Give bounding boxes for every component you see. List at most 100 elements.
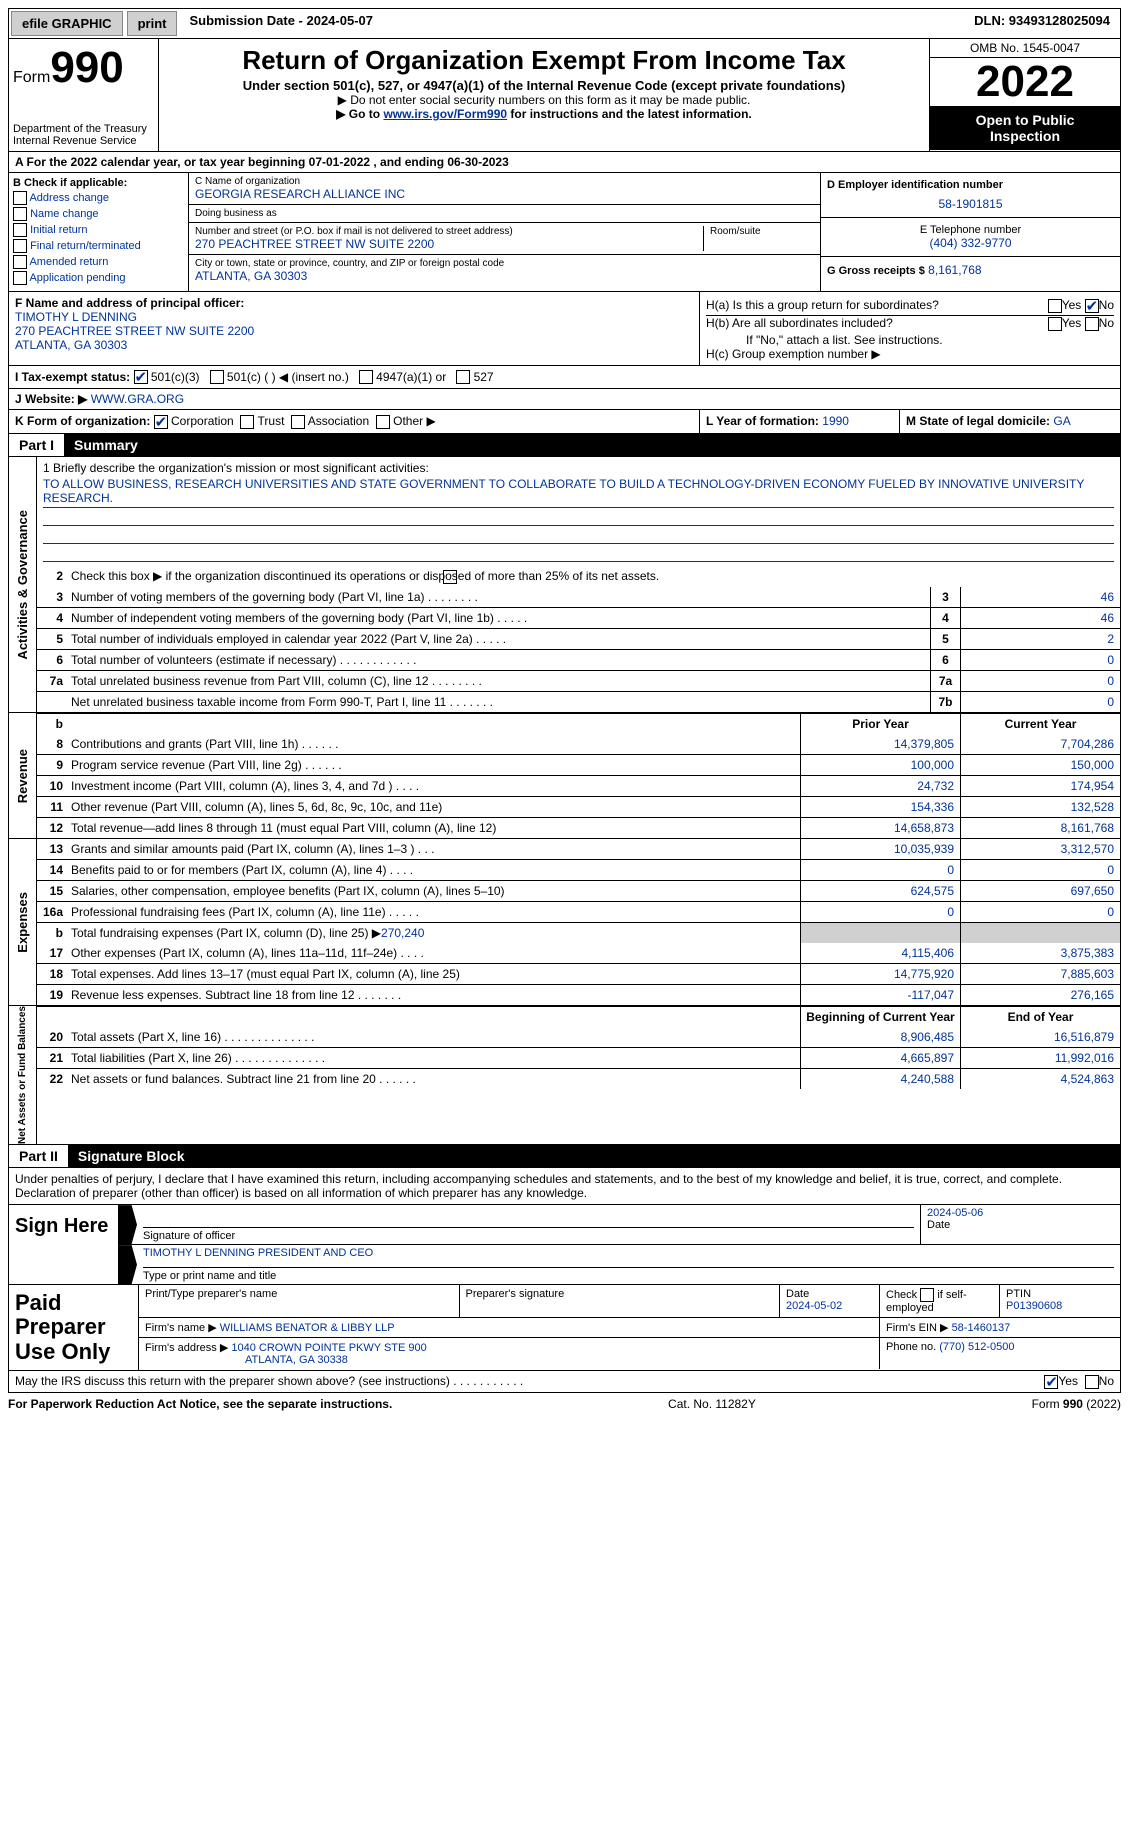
k-assoc: Association <box>308 414 369 428</box>
summary-line: 4Number of independent voting members of… <box>37 607 1120 628</box>
side-label-ag: Activities & Governance <box>9 457 37 712</box>
city-value: ATLANTA, GA 30303 <box>195 269 814 283</box>
officer-addr2: ATLANTA, GA 30303 <box>15 338 693 352</box>
firm-ein-label: Firm's EIN ▶ <box>886 1322 949 1334</box>
dba-label: Doing business as <box>195 208 814 219</box>
summary-line: 17Other expenses (Part IX, column (A), l… <box>37 943 1120 963</box>
form-header: Form990 Department of the Treasury Inter… <box>8 39 1121 152</box>
row-f-h: F Name and address of principal officer:… <box>8 292 1121 366</box>
may-yes: Yes <box>1058 1374 1078 1388</box>
row-i: I Tax-exempt status: 501(c)(3) 501(c) ( … <box>8 366 1121 390</box>
summary-line: 18Total expenses. Add lines 13–17 (must … <box>37 963 1120 984</box>
part-2-title: Signature Block <box>68 1145 195 1167</box>
summary-line: Net unrelated business taxable income fr… <box>37 691 1120 712</box>
summary-line: 19Revenue less expenses. Subtract line 1… <box>37 984 1120 1005</box>
k-label: K Form of organization: <box>15 414 150 428</box>
summary-line: 3Number of voting members of the governi… <box>37 587 1120 607</box>
paid-preparer-block: Paid Preparer Use Only Print/Type prepar… <box>8 1285 1121 1371</box>
print-button[interactable]: print <box>127 11 178 36</box>
j-label: J Website: ▶ <box>15 392 87 406</box>
irs-link[interactable]: www.irs.gov/Form990 <box>383 107 507 121</box>
top-bar: efile GRAPHIC print Submission Date - 20… <box>8 8 1121 39</box>
part-1-title: Summary <box>64 434 148 456</box>
footer-form-pre: Form <box>1032 1397 1063 1411</box>
opt-address-change: Address change <box>13 191 184 205</box>
begin-year-header: Beginning of Current Year <box>800 1007 960 1027</box>
i-4947: 4947(a)(1) or <box>376 370 446 384</box>
sig-date-label: Date <box>927 1219 1114 1231</box>
summary-line: 16aProfessional fundraising fees (Part I… <box>37 901 1120 922</box>
row-a-tax-year: A For the 2022 calendar year, or tax yea… <box>8 152 1121 173</box>
footer-form-post: (2022) <box>1083 1397 1121 1411</box>
summary-line: 15Salaries, other compensation, employee… <box>37 880 1120 901</box>
current-year-header: Current Year <box>960 714 1120 734</box>
efile-button[interactable]: efile GRAPHIC <box>11 11 123 36</box>
prep-sig-label: Preparer's signature <box>466 1288 774 1300</box>
part-1-header: Part I Summary <box>8 434 1121 457</box>
line-b2-num: b <box>37 923 67 943</box>
page-footer: For Paperwork Reduction Act Notice, see … <box>8 1393 1121 1415</box>
sign-here-block: Sign Here Signature of officer 2024-05-0… <box>8 1205 1121 1285</box>
hb-no: No <box>1099 316 1114 330</box>
ha-yes: Yes <box>1062 298 1082 312</box>
org-name-label: C Name of organization <box>195 176 814 187</box>
prior-year-header: Prior Year <box>800 714 960 734</box>
l-label: L Year of formation: <box>706 414 819 428</box>
summary-line: 14Benefits paid to or for members (Part … <box>37 859 1120 880</box>
hb-label: H(b) Are all subordinates included? <box>706 316 893 331</box>
gross-label: G Gross receipts $ <box>827 265 925 277</box>
form-label: Form <box>13 69 50 86</box>
j-website: WWW.GRA.ORG <box>91 392 184 406</box>
l-value: 1990 <box>822 414 849 428</box>
summary-line: 13Grants and similar amounts paid (Part … <box>37 839 1120 859</box>
penalty-text: Under penalties of perjury, I declare th… <box>8 1168 1121 1205</box>
form-number: 990 <box>50 43 123 92</box>
i-501c: 501(c) ( ) ◀ (insert no.) <box>227 370 349 384</box>
i-label: I Tax-exempt status: <box>15 370 130 384</box>
form-subtitle-2: ▶ Do not enter social security numbers o… <box>163 93 925 107</box>
m-value: GA <box>1053 414 1070 428</box>
omb-number: OMB No. 1545-0047 <box>930 39 1120 58</box>
k-corp: Corporation <box>171 414 234 428</box>
summary-line: 7aTotal unrelated business revenue from … <box>37 670 1120 691</box>
opt-final-return: Final return/terminated <box>13 239 184 253</box>
phone-value: (404) 332-9770 <box>827 236 1114 250</box>
officer-label: F Name and address of principal officer: <box>15 296 693 310</box>
phone-label: E Telephone number <box>827 224 1114 236</box>
gross-value: 8,161,768 <box>928 263 981 277</box>
row-klm: K Form of organization: Corporation Trus… <box>8 410 1121 434</box>
firm-ein: 58-1460137 <box>952 1322 1011 1334</box>
col-b-title: B Check if applicable: <box>13 177 184 189</box>
prep-name-label: Print/Type preparer's name <box>145 1288 453 1300</box>
mission-text: TO ALLOW BUSINESS, RESEARCH UNIVERSITIES… <box>43 475 1114 508</box>
summary-line: 21Total liabilities (Part X, line 26) . … <box>37 1047 1120 1068</box>
prep-ptin: P01390608 <box>1006 1300 1114 1312</box>
line-b2-text: Total fundraising expenses (Part IX, col… <box>71 926 381 940</box>
city-label: City or town, state or province, country… <box>195 258 814 269</box>
revenue-section: Revenue b Prior Year Current Year 8Contr… <box>8 713 1121 839</box>
form-subtitle-1: Under section 501(c), 527, or 4947(a)(1)… <box>163 78 925 93</box>
part-1-num: Part I <box>9 434 64 456</box>
goto-pre: ▶ Go to <box>336 107 383 121</box>
summary-line: 11Other revenue (Part VIII, column (A), … <box>37 796 1120 817</box>
firm-name: WILLIAMS BENATOR & LIBBY LLP <box>220 1322 395 1334</box>
officer-addr1: 270 PEACHTREE STREET NW SUITE 2200 <box>15 324 693 338</box>
prep-ptin-label: PTIN <box>1006 1288 1114 1300</box>
irs-label: Internal Revenue Service <box>13 135 154 147</box>
sig-officer-label: Signature of officer <box>143 1227 914 1242</box>
part-2-header: Part II Signature Block <box>8 1145 1121 1168</box>
opt-name-change: Name change <box>13 207 184 221</box>
officer-name: TIMOTHY L DENNING <box>15 310 693 324</box>
side-label-rev: Revenue <box>9 713 37 838</box>
summary-line: 22Net assets or fund balances. Subtract … <box>37 1068 1120 1089</box>
firm-addr1: 1040 CROWN POINTE PKWY STE 900 <box>231 1342 426 1354</box>
prep-date: 2024-05-02 <box>786 1300 873 1312</box>
i-501c3: 501(c)(3) <box>151 370 200 384</box>
summary-line: 12Total revenue—add lines 8 through 11 (… <box>37 817 1120 838</box>
side-label-exp: Expenses <box>9 839 37 1005</box>
sign-here-label: Sign Here <box>9 1205 119 1284</box>
side-label-na: Net Assets or Fund Balances <box>9 1006 37 1144</box>
summary-line: 5Total number of individuals employed in… <box>37 628 1120 649</box>
ha-label: H(a) Is this a group return for subordin… <box>706 298 939 313</box>
footer-left: For Paperwork Reduction Act Notice, see … <box>8 1397 392 1411</box>
